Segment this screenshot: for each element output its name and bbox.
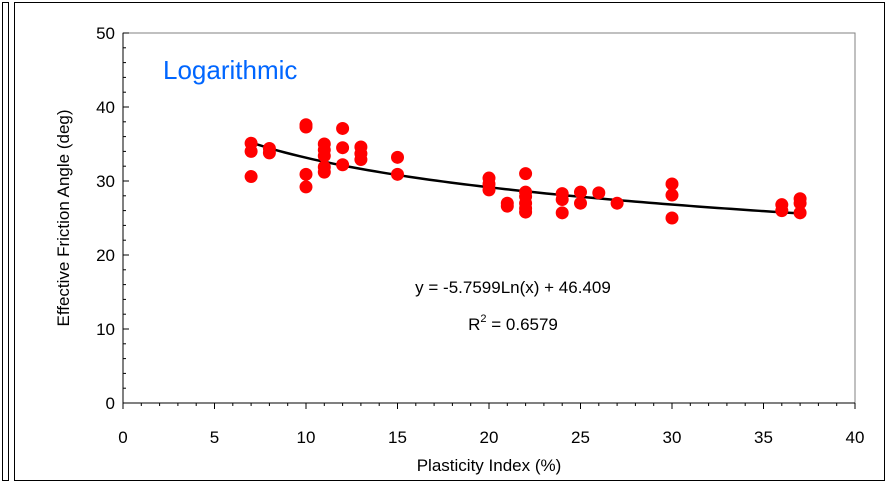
data-point <box>336 141 350 155</box>
data-point <box>610 196 624 210</box>
r-squared-superscript: 2 <box>480 313 486 325</box>
data-point <box>299 120 313 134</box>
x-tick-label: 0 <box>118 428 127 447</box>
chart-frame <box>14 2 885 481</box>
data-point <box>482 183 496 197</box>
data-point <box>665 177 679 191</box>
data-point <box>262 146 276 160</box>
data-point <box>555 193 569 206</box>
x-tick-label: 25 <box>571 428 590 447</box>
data-point <box>793 206 807 220</box>
y-tick-label: 0 <box>106 394 115 413</box>
x-tick-label: 40 <box>846 428 865 447</box>
x-tick-label: 15 <box>388 428 407 447</box>
data-point <box>592 186 606 200</box>
data-point <box>244 170 258 184</box>
data-point <box>500 199 514 213</box>
y-tick-label: 30 <box>96 172 115 191</box>
y-tick-label: 20 <box>96 246 115 265</box>
r-squared-label: R2 = 0.6579 <box>468 313 558 334</box>
chart-title: Logarithmic <box>163 55 297 85</box>
y-tick-label: 50 <box>96 24 115 43</box>
data-point <box>555 206 569 220</box>
data-point <box>519 167 533 181</box>
data-point <box>299 180 313 194</box>
trendline-equation: y = -5.7599Ln(x) + 46.409 <box>415 278 611 297</box>
x-tick-label: 5 <box>210 428 219 447</box>
data-point <box>299 167 313 181</box>
y-tick-label: 10 <box>96 320 115 339</box>
data-point <box>354 153 368 167</box>
data-point <box>793 196 807 210</box>
data-point <box>775 204 789 218</box>
data-point <box>574 196 587 210</box>
data-point <box>665 211 679 225</box>
x-axis-title: Plasticity Index (%) <box>417 456 562 475</box>
r-squared-value: = 0.6579 <box>487 315 558 334</box>
data-point <box>519 205 533 219</box>
data-point <box>391 150 404 164</box>
left-panel-edge <box>2 2 9 481</box>
x-tick-label: 30 <box>663 428 682 447</box>
y-axis: 0 10 20 30 40 50 <box>96 24 129 413</box>
data-point <box>391 167 404 181</box>
data-point <box>574 185 587 199</box>
x-tick-label: 20 <box>480 428 499 447</box>
data-point <box>336 121 350 135</box>
data-point <box>244 144 258 158</box>
data-point <box>336 158 350 172</box>
data-point <box>665 188 679 202</box>
data-point <box>317 149 331 163</box>
x-axis: 0 5 10 15 20 25 30 35 40 <box>118 402 865 447</box>
plot-area <box>122 32 856 404</box>
r-squared-prefix: R <box>468 315 480 334</box>
y-axis-title: Effective Friction Angle (deg) <box>54 109 73 326</box>
x-tick-label: 35 <box>754 428 773 447</box>
data-points <box>244 118 807 225</box>
data-point <box>317 165 331 179</box>
x-tick-label: 10 <box>297 428 316 447</box>
y-tick-label: 40 <box>96 98 115 117</box>
